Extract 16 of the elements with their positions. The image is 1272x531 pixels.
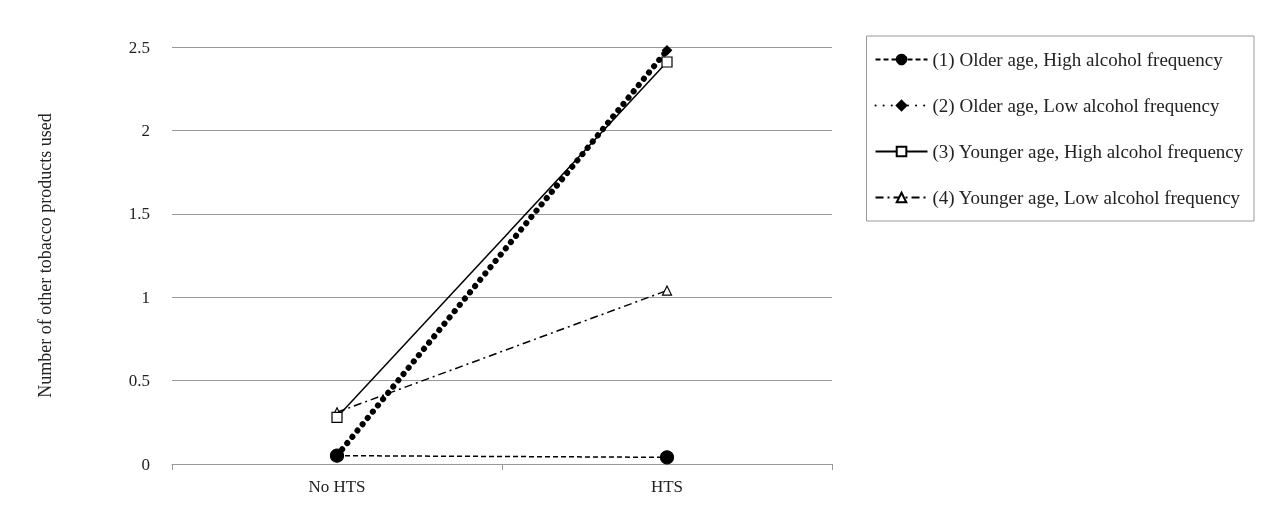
legend-label: (3) Younger age, High alcohol frequency	[932, 141, 1244, 163]
legend-label: (4) Younger age, Low alcohol frequency	[932, 187, 1241, 209]
point	[661, 45, 673, 56]
point	[661, 56, 673, 68]
y-tick-label: 1	[141, 287, 150, 307]
legend-label: (2) Older age, Low alcohol frequency	[932, 95, 1221, 117]
y-tick-label: 2.5	[128, 37, 150, 57]
y-tick-label: 0	[141, 454, 150, 474]
y-tick-label: 1.5	[128, 204, 150, 224]
legend-label: (1) Older age, High alcohol frequency	[932, 49, 1224, 71]
y-axis-title: Number of other tobacco products used	[35, 113, 55, 398]
y-tick-label: 2	[141, 120, 150, 140]
point	[659, 450, 675, 465]
y-tick-label: 0.5	[128, 371, 150, 391]
x-tick-label: HTS	[650, 477, 684, 496]
x-tick-label: No HTS	[308, 477, 366, 496]
